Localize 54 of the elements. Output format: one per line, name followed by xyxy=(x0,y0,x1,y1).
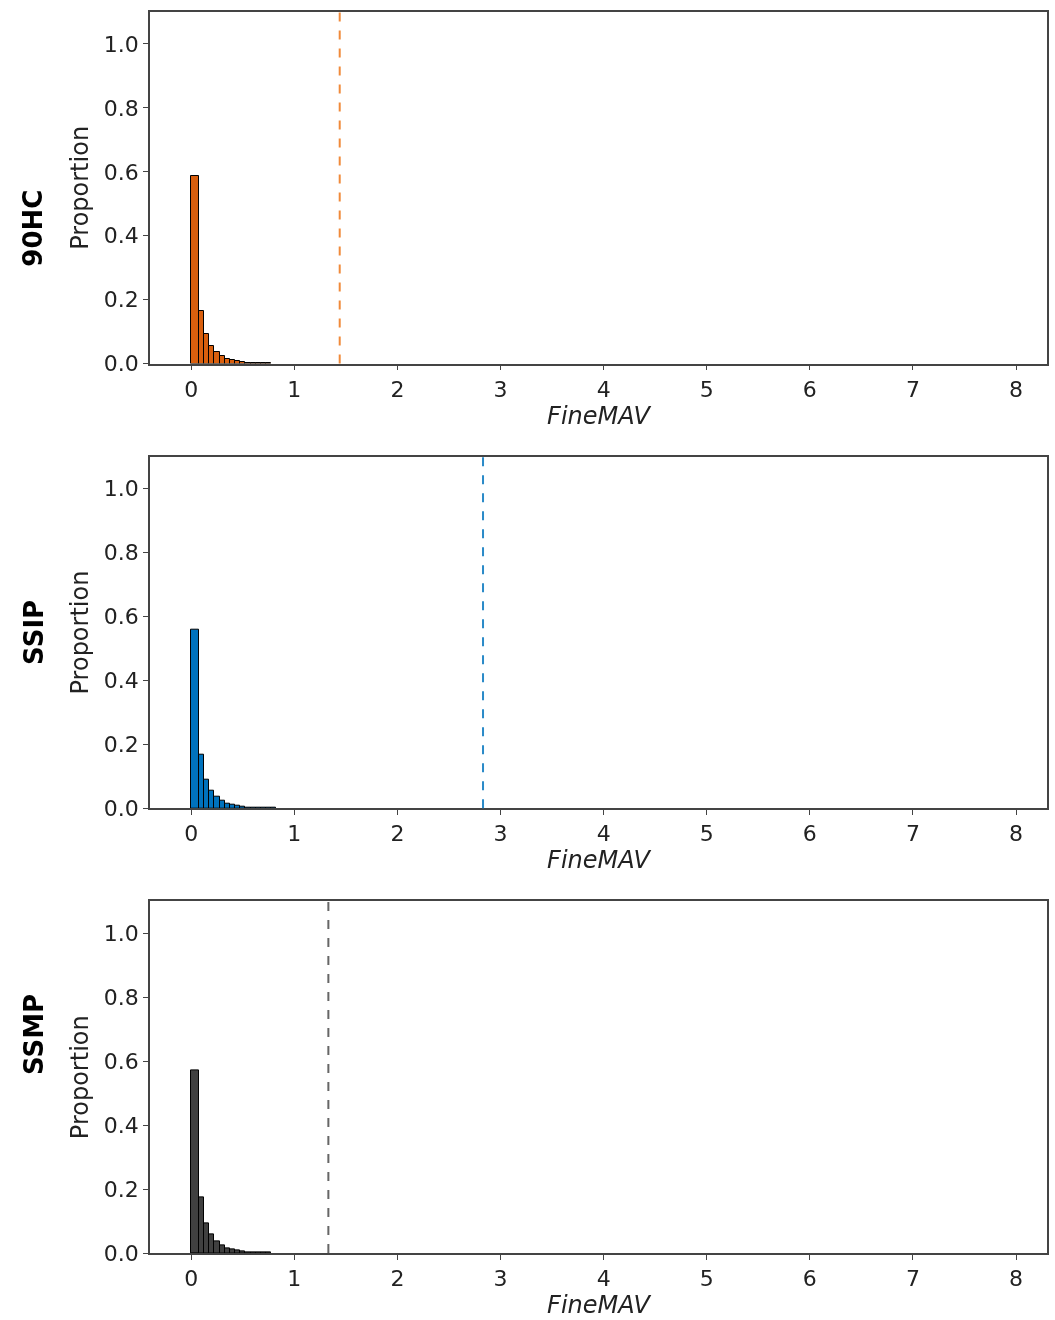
text: SSIP xyxy=(18,599,49,665)
y-tick-label: 0.4 xyxy=(103,223,139,249)
x-tick-label: 8 xyxy=(1009,1266,1024,1292)
x-tick-label: 7 xyxy=(905,821,920,847)
x-tick-label: 3 xyxy=(493,821,508,847)
x-tick-label: 8 xyxy=(1009,821,1024,847)
x-tick-label: 3 xyxy=(493,1266,508,1292)
x-tick-label: 4 xyxy=(596,376,611,402)
y-tick-label: 0.0 xyxy=(103,351,139,377)
x-tick-label: 5 xyxy=(699,1266,714,1292)
y-tick-label: 0.0 xyxy=(103,1240,139,1266)
y-tick-label: 0.4 xyxy=(103,668,139,694)
y-tick-label: 1.0 xyxy=(103,921,139,947)
x-tick-label: 4 xyxy=(596,1266,611,1292)
y-tick-label: 0.8 xyxy=(103,95,139,121)
x-tick-label: 2 xyxy=(390,376,405,402)
y-tick-label: 0.8 xyxy=(103,984,139,1010)
y-tick-label: 0.2 xyxy=(103,1176,139,1202)
x-tick-label: 8 xyxy=(1009,376,1024,402)
x-tick-label: 2 xyxy=(390,821,405,847)
text: 90HC xyxy=(18,189,49,267)
y-tick-label: 0.6 xyxy=(103,1048,139,1074)
x-tick-label: 1 xyxy=(287,1266,302,1292)
y-tick-label: 1.0 xyxy=(103,31,139,57)
y-axis-title: Proportion xyxy=(66,570,95,695)
x-tick-label: 0 xyxy=(184,376,199,402)
x-tick-label: 7 xyxy=(905,376,920,402)
x-tick-label: 0 xyxy=(184,821,199,847)
y-tick-label: 1.0 xyxy=(103,476,139,502)
x-tick-label: 5 xyxy=(699,821,714,847)
x-tick-label: 6 xyxy=(802,821,817,847)
y-tick-label: 0.6 xyxy=(103,604,139,630)
y-tick-label: 0.4 xyxy=(103,1112,139,1138)
y-tick-label: 0.6 xyxy=(103,159,139,185)
x-axis-title: FineMAV xyxy=(547,401,652,430)
y-tick-label: 0.2 xyxy=(103,732,139,758)
y-tick-label: 0.0 xyxy=(103,796,139,822)
x-tick-label: 2 xyxy=(390,1266,405,1292)
x-axis-title: FineMAV xyxy=(547,846,652,875)
x-tick-label: 1 xyxy=(287,821,302,847)
x-axis-title: FineMAV xyxy=(547,1291,652,1320)
x-tick-label: 1 xyxy=(287,376,302,402)
x-tick-label: 7 xyxy=(905,1266,920,1292)
y-axis-title: Proportion xyxy=(66,1015,95,1140)
x-tick-label: 6 xyxy=(802,376,817,402)
x-tick-label: 4 xyxy=(596,821,611,847)
x-tick-label: 0 xyxy=(184,1266,199,1292)
x-tick-label: 6 xyxy=(802,1266,817,1292)
y-tick-label: 0.8 xyxy=(103,540,139,566)
x-tick-label: 3 xyxy=(493,376,508,402)
y-tick-label: 0.2 xyxy=(103,287,139,313)
text: SSMP xyxy=(18,993,49,1076)
y-axis-title: Proportion xyxy=(66,125,95,250)
x-tick-label: 5 xyxy=(699,376,714,402)
